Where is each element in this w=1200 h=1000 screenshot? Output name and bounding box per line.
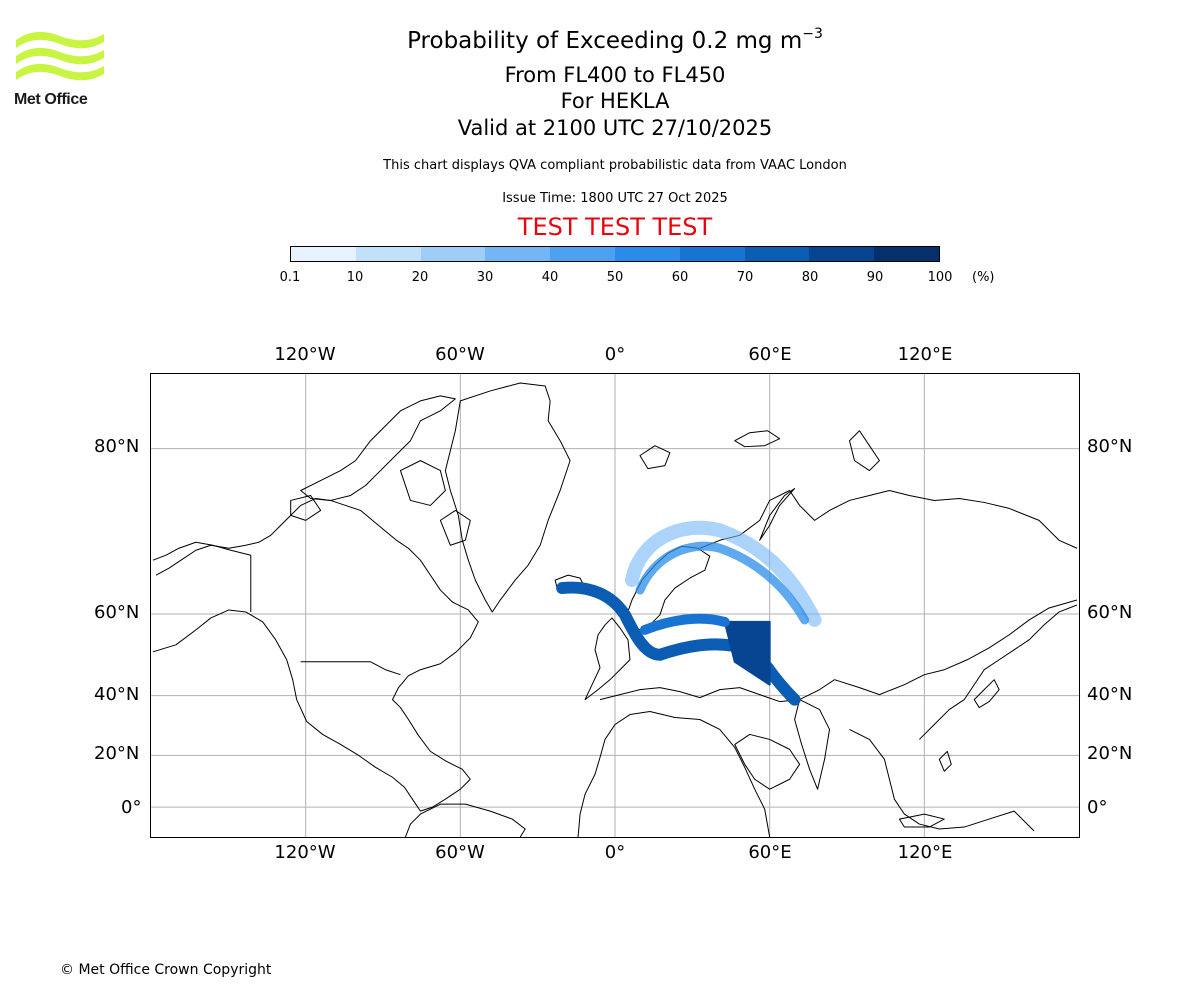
plume-east-block [723, 620, 771, 686]
greenland-coast [444, 382, 571, 613]
lat-label-left: 60°N [94, 602, 140, 623]
lon-label-top: 60°E [748, 344, 792, 365]
colorbar-tick: 70 [736, 270, 754, 285]
colorbar-tick: 60 [671, 270, 689, 285]
colorbar-unit: (%) [972, 270, 995, 285]
europe-mainland [599, 599, 1078, 703]
africa-coast [577, 711, 771, 837]
lat-label-left: 40°N [94, 684, 140, 705]
lon-label-top: 0° [604, 344, 626, 365]
plume-core [556, 581, 801, 706]
arabia-coast [734, 733, 801, 790]
colorbar-tick: 30 [476, 270, 494, 285]
lon-label-bottom: 60°W [435, 842, 485, 863]
lat-label-right: 40°N [1087, 684, 1133, 705]
lon-label-top: 120°E [897, 344, 953, 365]
lat-label-right: 80°N [1087, 436, 1133, 457]
colorbar-tick: 0.1 [279, 270, 301, 285]
europe-coast [584, 617, 631, 701]
chart-title: Probability of Exceeding 0.2 mg m−3 [407, 26, 823, 54]
lon-label-bottom: 60°E [748, 842, 792, 863]
colorbar-tick: 80 [801, 270, 819, 285]
lat-label-left: 20°N [94, 743, 140, 764]
issue-time: Issue Time: 1800 UTC 27 Oct 2025 [502, 191, 728, 206]
colorbar-segment [485, 247, 551, 261]
coastlines [152, 382, 1078, 837]
graticule [151, 374, 1079, 837]
colorbar-tick: 40 [541, 270, 559, 285]
plume-northern-arc [635, 541, 810, 625]
lat-label-right: 60°N [1087, 602, 1133, 623]
south-asia-coast [794, 699, 831, 790]
met-office-wave-icon [16, 31, 104, 81]
colorbar-segment [874, 247, 939, 261]
logo-wordmark: Met Office [14, 91, 88, 108]
colorbar-tick: 50 [606, 270, 624, 285]
lon-label-bottom: 120°E [897, 842, 953, 863]
se-asia-coast [849, 729, 1035, 832]
colorbar-segment [355, 247, 421, 261]
russia-north-coast [699, 489, 1078, 549]
lon-label-bottom: 0° [604, 842, 626, 863]
colorbar-segment [744, 247, 810, 261]
plume-low-probability [624, 520, 822, 627]
colorbar-tick: 10 [346, 270, 364, 285]
east-asia-coast [918, 604, 1078, 740]
world-map [150, 373, 1080, 838]
colorbar-segment [679, 247, 745, 261]
colorbar-segment [291, 247, 356, 261]
colorbar-segment [550, 247, 615, 261]
lat-label-left: 0° [121, 797, 142, 818]
valid-time: Valid at 2100 UTC 27/10/2025 [457, 116, 773, 140]
flight-level-range: From FL400 to FL450 [504, 63, 726, 87]
met-office-logo: Met Office [14, 30, 106, 112]
lon-label-top: 60°W [435, 344, 485, 365]
probability-colorbar [290, 246, 940, 262]
us-canada-border [300, 661, 401, 676]
colorbar-segment [420, 247, 486, 261]
lat-label-right: 0° [1087, 797, 1108, 818]
colorbar-segment [614, 247, 680, 261]
south-america-coast [404, 803, 526, 837]
colorbar-tick: 90 [866, 270, 884, 285]
volcano-name: For HEKLA [560, 89, 670, 113]
colorbar-tick: 100 [927, 270, 953, 285]
colorbar-segment [809, 247, 875, 261]
lon-label-top: 120°W [274, 344, 336, 365]
lon-label-bottom: 120°W [274, 842, 336, 863]
alaska-coast [152, 541, 252, 612]
arctic-islands [300, 395, 456, 501]
lat-label-right: 20°N [1087, 743, 1133, 764]
test-banner: TEST TEST TEST [517, 213, 713, 241]
chart-description: This chart displays QVA compliant probab… [383, 158, 847, 173]
plume-mid-band [639, 613, 730, 635]
north-america-coast [152, 497, 479, 812]
colorbar-tick: 20 [411, 270, 429, 285]
lat-label-left: 80°N [94, 436, 140, 457]
copyright-notice: © Met Office Crown Copyright [60, 962, 272, 978]
ash-plume [556, 520, 822, 706]
